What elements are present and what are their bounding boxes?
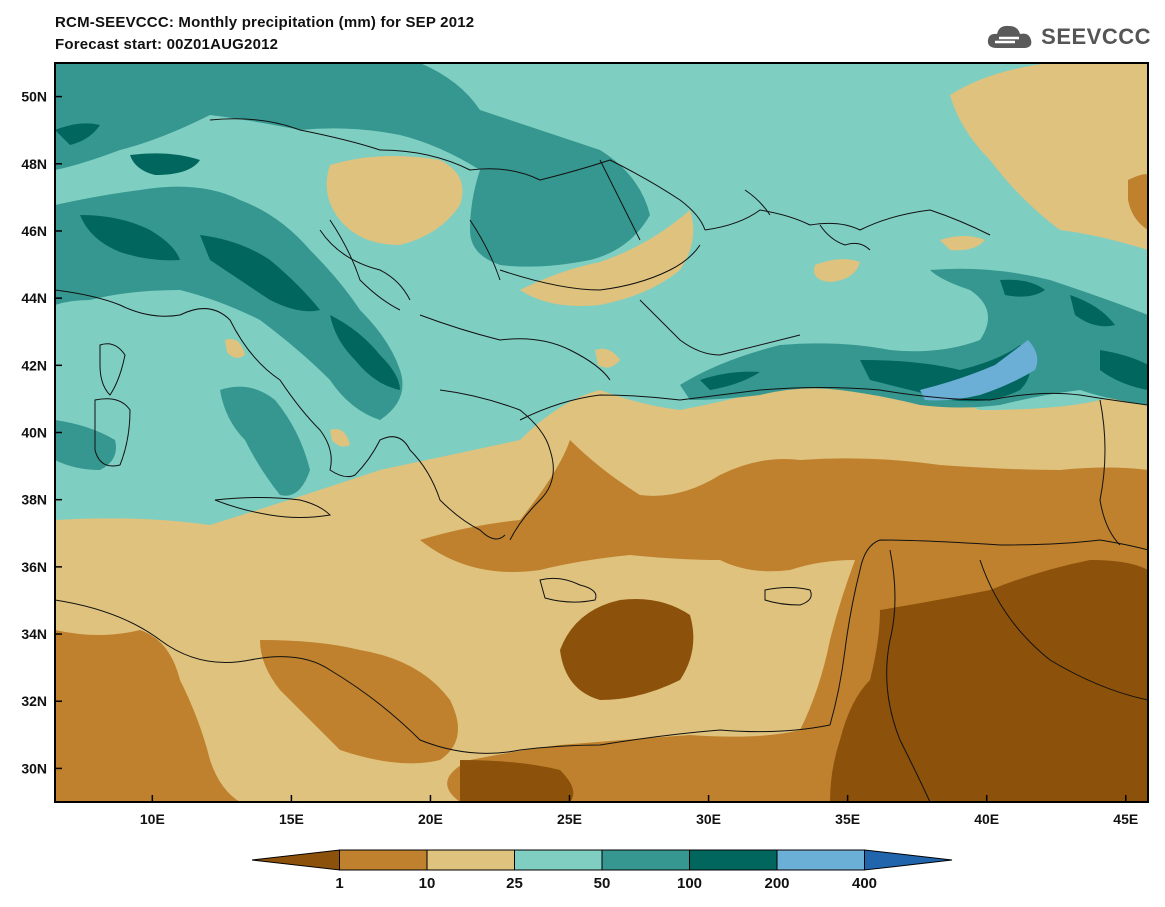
lon-tick-label: 30E [696,811,721,827]
lat-tick-label: 36N [21,559,47,575]
colorbar-label: 50 [594,875,611,892]
colorbar-label: 1 [335,875,343,892]
lon-tick-label: 15E [279,811,304,827]
lat-tick-label: 34N [21,626,47,642]
colorbar-arrow-low [251,849,340,871]
lat-tick-label: 42N [21,357,47,373]
lat-tick-label: 38N [21,492,47,508]
colorbar-swatch [339,849,428,871]
lon-tick-label: 10E [140,811,165,827]
lat-tick-label: 40N [21,425,47,441]
forecast-start-label: Forecast start: 00Z01AUG2012 [55,36,279,53]
lat-tick-label: 50N [21,89,47,105]
lat-tick-label: 46N [21,223,47,239]
cloud-logo-icon [988,25,1032,48]
colorbar-swatch [601,849,690,871]
lon-tick-label: 45E [1113,811,1138,827]
seevccc-logo: SEEVCCC [985,20,1151,54]
precipitation-field [55,63,1148,802]
lon-tick-label: 20E [418,811,443,827]
lon-tick-label: 40E [974,811,999,827]
axis-ticks: 10E 15E 20E 25E 30E 35E 40E 45E 30N 32N 34N 36N 38N 4… [21,89,1138,827]
colorbar-label: 25 [506,875,523,892]
lon-tick-label: 35E [835,811,860,827]
coastlines-and-borders [55,118,1148,802]
logo-text: SEEVCCC [1041,24,1151,49]
map-title: RCM-SEEVCCC: Monthly precipitation (mm) … [55,14,475,31]
lat-tick-label: 48N [21,156,47,172]
colorbar-arrow-high [864,849,953,871]
lat-tick-label: 32N [21,693,47,709]
colorbar-swatch [776,849,865,871]
colorbar-label: 10 [419,875,436,892]
lat-tick-label: 30N [21,760,47,776]
precip-class-below-1-regions [460,560,1148,802]
colorbar: 1 10 25 50 100 200 400 [251,849,953,892]
lat-tick-label: 44N [21,290,47,306]
colorbar-label: 100 [677,875,702,892]
colorbar-label: 200 [764,875,789,892]
colorbar-swatch [426,849,515,871]
colorbar-label: 400 [852,875,877,892]
lon-tick-label: 25E [557,811,582,827]
colorbar-swatch [689,849,778,871]
precip-class-200-400-region [920,340,1038,401]
colorbar-swatch [514,849,603,871]
